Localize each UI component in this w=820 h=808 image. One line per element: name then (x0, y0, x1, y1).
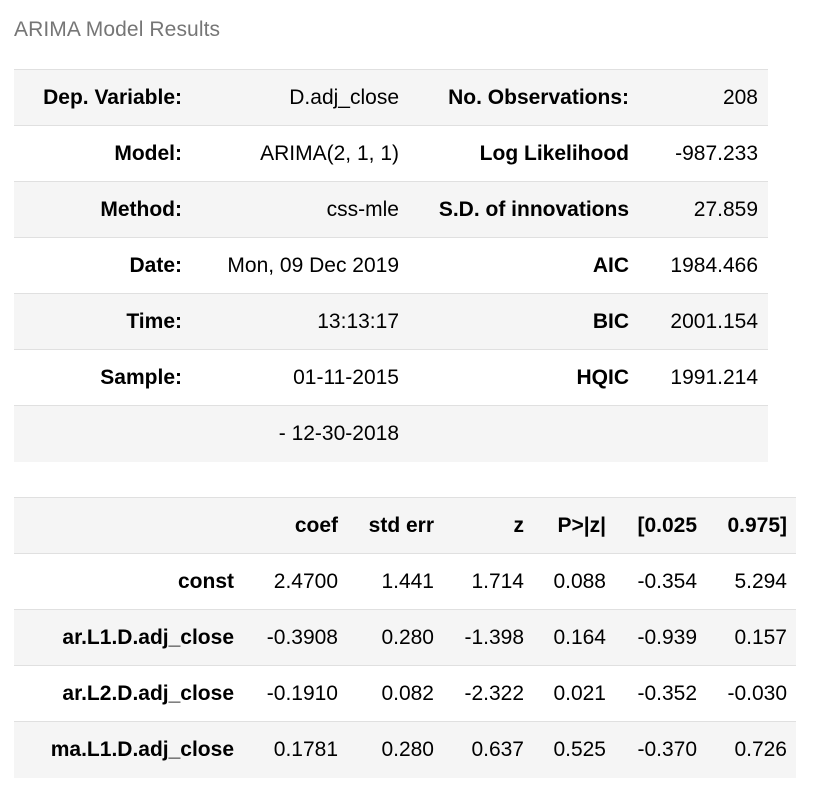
column-header-ci-high: 0.975] (706, 497, 796, 554)
row-name: ar.L2.D.adj_close (14, 665, 244, 722)
summary-value: ARIMA(2, 1, 1) (192, 125, 409, 182)
summary-label: Time: (14, 293, 192, 350)
summary-label: Method: (14, 181, 192, 238)
summary-value: 208 (639, 69, 768, 126)
row-name: ar.L1.D.adj_close (14, 609, 244, 666)
summary-row: Method: css-mle S.D. of innovations 27.8… (14, 181, 768, 238)
cell-ci-high: 0.157 (706, 609, 796, 666)
summary-value: 1984.466 (639, 237, 768, 294)
column-header (14, 497, 244, 554)
cell-ci-low: -0.370 (615, 721, 706, 778)
summary-label: Dep. Variable: (14, 69, 192, 126)
coefficients-table: coef std err z P>|z| [0.025 0.975] const… (14, 497, 796, 778)
cell-z: 1.714 (443, 553, 533, 610)
summary-label: HQIC (409, 349, 639, 406)
row-name: ma.L1.D.adj_close (14, 721, 244, 778)
column-header-p-value: P>|z| (533, 497, 615, 554)
cell-ci-low: -0.354 (615, 553, 706, 610)
model-summary-table: Dep. Variable: D.adj_close No. Observati… (14, 69, 768, 462)
cell-ci-high: -0.030 (706, 665, 796, 722)
summary-value: Mon, 09 Dec 2019 (192, 237, 409, 294)
column-header-z: z (443, 497, 533, 554)
cell-p-value: 0.021 (533, 665, 615, 722)
summary-label: Model: (14, 125, 192, 182)
column-header-std-err: std err (347, 497, 443, 554)
summary-label: S.D. of innovations (409, 181, 639, 238)
summary-label: Log Likelihood (409, 125, 639, 182)
summary-label: Date: (14, 237, 192, 294)
summary-value: D.adj_close (192, 69, 409, 126)
summary-value: 01-11-2015 (192, 349, 409, 406)
cell-ci-high: 5.294 (706, 553, 796, 610)
row-name: const (14, 553, 244, 610)
table-caption: ARIMA Model Results (14, 18, 221, 41)
cell-p-value: 0.164 (533, 609, 615, 666)
summary-row: Model: ARIMA(2, 1, 1) Log Likelihood -98… (14, 125, 768, 182)
summary-label: BIC (409, 293, 639, 350)
cell-p-value: 0.525 (533, 721, 615, 778)
cell-z: -1.398 (443, 609, 533, 666)
summary-row: Dep. Variable: D.adj_close No. Observati… (14, 69, 768, 126)
column-header-ci-low: [0.025 (615, 497, 706, 554)
summary-row: Date: Mon, 09 Dec 2019 AIC 1984.466 (14, 237, 768, 294)
cell-coef: -0.3908 (244, 609, 347, 666)
summary-label (14, 405, 192, 462)
summary-value: - 12-30-2018 (192, 405, 409, 462)
summary-row: Time: 13:13:17 BIC 2001.154 (14, 293, 768, 350)
table-row: const 2.4700 1.441 1.714 0.088 -0.354 5.… (14, 553, 796, 610)
summary-value: 13:13:17 (192, 293, 409, 350)
summary-label: No. Observations: (409, 69, 639, 126)
summary-row: Sample: 01-11-2015 HQIC 1991.214 (14, 349, 768, 406)
cell-std-err: 0.280 (347, 609, 443, 666)
table-row: ma.L1.D.adj_close 0.1781 0.280 0.637 0.5… (14, 721, 796, 778)
summary-value: 27.859 (639, 181, 768, 238)
cell-std-err: 1.441 (347, 553, 443, 610)
summary-row: - 12-30-2018 (14, 405, 768, 462)
cell-coef: -0.1910 (244, 665, 347, 722)
cell-z: -2.322 (443, 665, 533, 722)
cell-std-err: 0.082 (347, 665, 443, 722)
summary-label: Sample: (14, 349, 192, 406)
cell-coef: 0.1781 (244, 721, 347, 778)
cell-ci-low: -0.939 (615, 609, 706, 666)
summary-value: 1991.214 (639, 349, 768, 406)
cell-z: 0.637 (443, 721, 533, 778)
cell-ci-high: 0.726 (706, 721, 796, 778)
cell-std-err: 0.280 (347, 721, 443, 778)
table-row: ar.L1.D.adj_close -0.3908 0.280 -1.398 0… (14, 609, 796, 666)
table-row: ar.L2.D.adj_close -0.1910 0.082 -2.322 0… (14, 665, 796, 722)
summary-value: 2001.154 (639, 293, 768, 350)
cell-ci-low: -0.352 (615, 665, 706, 722)
summary-label (409, 405, 639, 462)
column-header-coef: coef (244, 497, 347, 554)
cell-coef: 2.4700 (244, 553, 347, 610)
summary-value: css-mle (192, 181, 409, 238)
cell-p-value: 0.088 (533, 553, 615, 610)
summary-value: -987.233 (639, 125, 768, 182)
coef-header-row: coef std err z P>|z| [0.025 0.975] (14, 497, 796, 554)
summary-value (639, 405, 768, 462)
summary-label: AIC (409, 237, 639, 294)
